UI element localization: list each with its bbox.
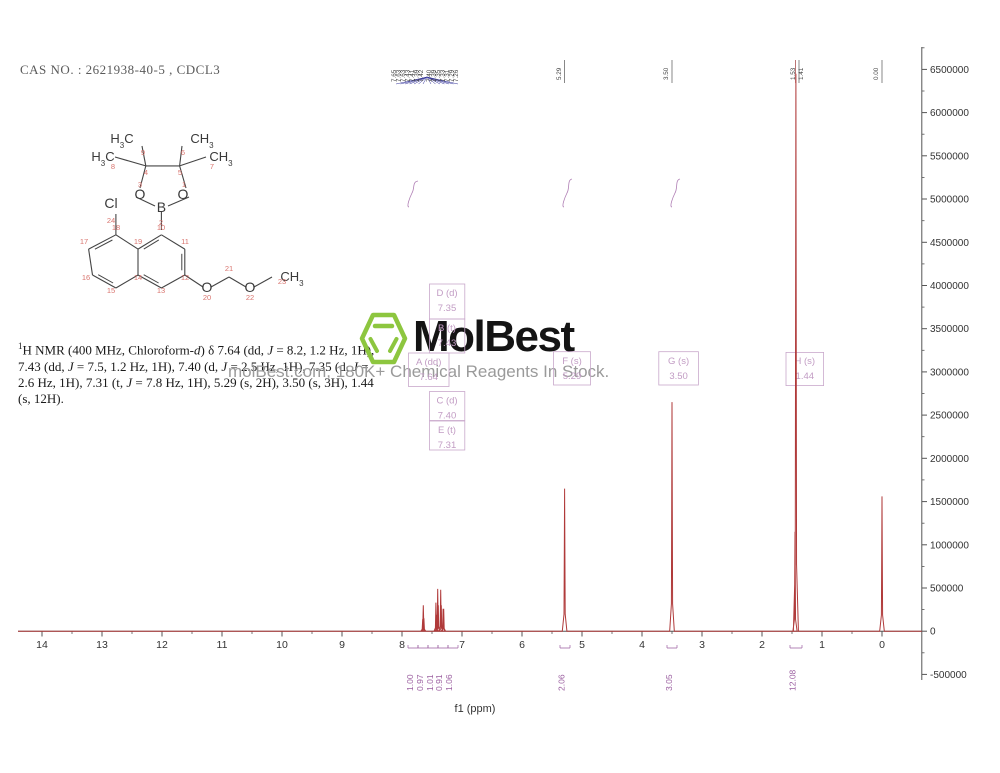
svg-text:7.42: 7.42	[418, 69, 425, 82]
svg-text:A (dd): A (dd)	[416, 357, 441, 368]
svg-text:8: 8	[399, 639, 405, 651]
svg-text:f1 (ppm): f1 (ppm)	[455, 703, 496, 715]
svg-text:7.64: 7.64	[419, 372, 438, 383]
svg-text:1: 1	[819, 639, 825, 651]
svg-text:0: 0	[930, 627, 936, 638]
svg-text:5500000: 5500000	[930, 151, 969, 162]
svg-text:1.00: 1.00	[405, 674, 415, 691]
svg-text:7.35: 7.35	[438, 303, 457, 314]
svg-text:2000000: 2000000	[930, 454, 969, 465]
svg-text:B (t): B (t)	[438, 323, 456, 334]
svg-text:14: 14	[36, 639, 48, 651]
svg-text:4000000: 4000000	[930, 281, 969, 292]
svg-text:7.40: 7.40	[438, 411, 457, 422]
svg-text:12.08: 12.08	[788, 669, 798, 691]
svg-text:12: 12	[156, 639, 168, 651]
svg-text:-500000: -500000	[930, 670, 967, 681]
svg-text:5000000: 5000000	[930, 195, 969, 206]
svg-text:5.29: 5.29	[556, 67, 563, 80]
svg-text:4500000: 4500000	[930, 238, 969, 249]
svg-text:7.31: 7.31	[438, 440, 457, 451]
svg-text:0.91: 0.91	[434, 674, 444, 691]
svg-text:1.44: 1.44	[796, 371, 815, 382]
svg-text:11: 11	[217, 639, 228, 651]
svg-text:3.50: 3.50	[663, 67, 670, 80]
svg-text:H (s): H (s)	[795, 356, 816, 367]
svg-text:7: 7	[459, 639, 465, 651]
svg-text:1.06: 1.06	[444, 674, 454, 691]
svg-text:0: 0	[879, 639, 885, 651]
svg-text:6000000: 6000000	[930, 108, 969, 119]
svg-text:1000000: 1000000	[930, 540, 969, 551]
svg-text:6: 6	[519, 639, 525, 651]
svg-text:4: 4	[639, 639, 645, 651]
svg-text:0.00: 0.00	[873, 67, 880, 80]
svg-text:2.06: 2.06	[557, 674, 567, 691]
svg-text:5: 5	[579, 639, 585, 651]
svg-text:3.50: 3.50	[669, 371, 688, 382]
svg-text:0.97: 0.97	[415, 674, 425, 691]
svg-text:1.41: 1.41	[798, 67, 805, 80]
svg-text:G (s): G (s)	[668, 356, 689, 367]
svg-text:10: 10	[276, 639, 288, 651]
svg-text:3.05: 3.05	[664, 674, 674, 691]
svg-text:13: 13	[96, 639, 108, 651]
svg-text:500000: 500000	[930, 584, 964, 595]
svg-text:F (s): F (s)	[562, 356, 582, 367]
svg-text:C (d): C (d)	[436, 396, 457, 407]
svg-text:5.29: 5.29	[563, 371, 582, 382]
svg-text:3000000: 3000000	[930, 367, 969, 378]
svg-text:7.43: 7.43	[438, 338, 457, 349]
svg-text:6500000: 6500000	[930, 65, 969, 76]
svg-text:D (d): D (d)	[436, 288, 457, 299]
svg-text:3: 3	[699, 639, 705, 651]
svg-text:9: 9	[339, 639, 345, 651]
svg-text:E (t): E (t)	[438, 425, 456, 436]
svg-text:7.26: 7.26	[453, 69, 460, 82]
svg-text:1500000: 1500000	[930, 497, 969, 508]
svg-text:3500000: 3500000	[930, 324, 969, 335]
svg-text:2500000: 2500000	[930, 411, 969, 422]
svg-text:2: 2	[759, 639, 765, 651]
